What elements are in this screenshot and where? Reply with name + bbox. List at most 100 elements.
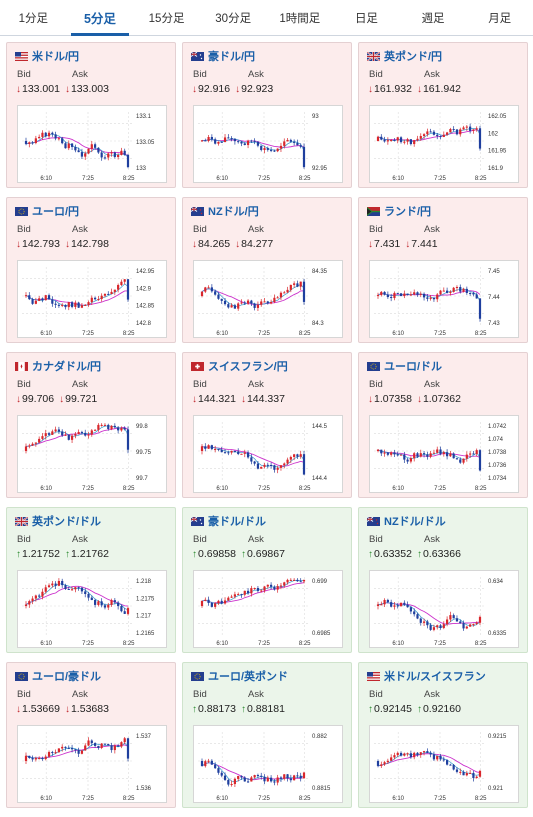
y-tick-label: 99.75 bbox=[136, 450, 152, 456]
tab-timeframe[interactable]: 日足 bbox=[354, 12, 378, 25]
pair-header[interactable]: カナダドル/円 bbox=[15, 359, 101, 373]
pair-header[interactable]: 英ポンド/ドル bbox=[15, 514, 101, 528]
bid-label: Bid bbox=[17, 534, 31, 545]
pair-header[interactable]: ユーロ/英ポンド bbox=[191, 669, 288, 683]
pair-name[interactable]: カナダドル/円 bbox=[32, 361, 102, 373]
candle bbox=[61, 429, 64, 438]
tab-timeframe[interactable]: 15分足 bbox=[148, 12, 185, 25]
candlestick-chart[interactable]: 0.634 0.6335 6:10 7:25 8:25 bbox=[369, 570, 519, 648]
rate-card[interactable]: ユーロ/豪ドル Bid Ask ↓1.53669 ↓1.53683 1.537 1.536 6… bbox=[6, 662, 176, 808]
y-tick-label: 1.218 bbox=[136, 579, 152, 585]
candlestick-chart[interactable]: 162.05 162 161.95 161.9 6:10 7:25 8:25 bbox=[369, 105, 519, 183]
pair-name[interactable]: 米ドル/スイスフラン bbox=[384, 671, 486, 683]
tab-timeframe[interactable]: 30分足 bbox=[215, 12, 252, 25]
candle bbox=[459, 284, 462, 294]
candle bbox=[393, 752, 396, 760]
pair-name[interactable]: NZドル/円 bbox=[208, 206, 259, 218]
candlestick-chart[interactable]: 1.537 1.536 6:10 7:25 8:25 bbox=[17, 725, 167, 803]
rate-card[interactable]: ユーロ/英ポンド Bid Ask ↑0.88173 ↑0.88181 0.882 0.881… bbox=[182, 662, 352, 808]
candle bbox=[123, 426, 126, 431]
pair-name[interactable]: ユーロ/豪ドル bbox=[32, 671, 102, 683]
candlestick-chart[interactable]: 0.882 0.8815 6:10 7:25 8:25 bbox=[193, 725, 343, 803]
ask-label: Ask bbox=[72, 689, 88, 700]
pair-header[interactable]: ランド/円 bbox=[367, 204, 431, 218]
y-tick-label: 7.45 bbox=[488, 269, 500, 275]
candle bbox=[426, 451, 429, 460]
rate-card[interactable]: ユーロ/円 Bid Ask ↓142.793 ↓142.798 142.95 142.9 14… bbox=[6, 197, 176, 343]
arrow-down-icon: ↓ bbox=[368, 84, 373, 95]
pair-header[interactable]: NZドル/ドル bbox=[367, 514, 446, 528]
y-tick-label: 1.0734 bbox=[488, 476, 507, 482]
pair-header[interactable]: ユーロ/円 bbox=[15, 204, 79, 218]
pair-name[interactable]: ユーロ/ドル bbox=[384, 361, 443, 373]
pair-name[interactable]: スイスフラン/円 bbox=[208, 361, 288, 373]
candlestick-chart[interactable]: 1.218 1.2175 1.217 1.2165 6:10 7:25 8:25 bbox=[17, 570, 167, 648]
candle bbox=[31, 442, 34, 447]
rate-card[interactable]: 米ドル/スイスフラン Bid Ask ↑0.92145 ↑0.92160 0.9215 0.… bbox=[358, 662, 528, 808]
rate-card[interactable]: ユーロ/ドル Bid Ask ↓1.07358 ↓1.07362 1.0742 1.074 1… bbox=[358, 352, 528, 498]
nz-flag-icon bbox=[367, 516, 380, 526]
candle bbox=[413, 608, 416, 617]
candle bbox=[220, 141, 223, 143]
y-tick-label: 93 bbox=[312, 114, 319, 120]
pair-name[interactable]: NZドル/ドル bbox=[384, 516, 446, 528]
rate-card[interactable]: ランド/円 Bid Ask ↓7.431 ↓7.441 7.45 7.44 7.43 6:10 7… bbox=[358, 197, 528, 343]
rate-card[interactable]: カナダドル/円 Bid Ask ↓99.706 ↓99.721 99.8 99.75 99.7… bbox=[6, 352, 176, 498]
arrow-down-icon: ↓ bbox=[16, 84, 21, 95]
candle bbox=[269, 147, 273, 153]
rate-card[interactable]: 米ドル/円 Bid Ask ↓133.001 ↓133.003 133.1 133.05 13… bbox=[6, 42, 176, 188]
tab-timeframe[interactable]: 1時間足 bbox=[279, 12, 321, 25]
pair-header[interactable]: ユーロ/豪ドル bbox=[15, 669, 101, 683]
candlestick-chart[interactable]: 142.95 142.9 142.85 142.8 6:10 7:25 8:25 bbox=[17, 260, 167, 338]
candlestick-chart[interactable]: 0.9215 0.921 6:10 7:25 8:25 bbox=[369, 725, 519, 803]
pair-name[interactable]: 豪ドル/ドル bbox=[208, 516, 267, 528]
pair-name[interactable]: 豪ドル/円 bbox=[208, 51, 256, 63]
rate-card[interactable]: 豪ドル/円 Bid Ask ↓92.916 ↓92.923 93 92.95 6:10 7:25… bbox=[182, 42, 352, 188]
candle bbox=[455, 457, 459, 460]
rate-card[interactable]: 英ポンド/ドル Bid Ask ↑1.21752 ↑1.21762 1.218 1.2175… bbox=[6, 507, 176, 653]
tab-timeframe[interactable]: 月足 bbox=[488, 12, 512, 25]
rate-card[interactable]: 豪ドル/ドル Bid Ask ↑0.69858 ↑0.69867 0.699 0.6985 6… bbox=[182, 507, 352, 653]
tab-timeframe[interactable]: 週足 bbox=[421, 12, 445, 25]
candlestick-chart[interactable]: 0.699 0.6985 6:10 7:25 8:25 bbox=[193, 570, 343, 648]
pair-header[interactable]: スイスフラン/円 bbox=[191, 359, 288, 373]
bid-value: 0.92145 bbox=[374, 703, 412, 715]
candlestick-chart[interactable]: 99.8 99.75 99.7 6:10 7:25 8:25 bbox=[17, 415, 167, 493]
candle bbox=[44, 429, 47, 440]
pair-header[interactable]: NZドル/円 bbox=[191, 204, 259, 218]
pair-name[interactable]: ユーロ/円 bbox=[32, 206, 80, 218]
rate-card[interactable]: NZドル/ドル Bid Ask ↑0.63352 ↑0.63366 0.634 0.6335… bbox=[358, 507, 528, 653]
candlestick-chart[interactable]: 133.1 133.05 133 6:10 7:25 8:25 bbox=[17, 105, 167, 183]
rate-card[interactable]: NZドル/円 Bid Ask ↓84.265 ↓84.277 84.35 84.3 6:10 7… bbox=[182, 197, 352, 343]
tab-timeframe[interactable]: 1分足 bbox=[18, 12, 49, 25]
pair-name[interactable]: ランド/円 bbox=[384, 206, 432, 218]
rate-card[interactable]: 英ポンド/円 Bid Ask ↓161.932 ↓161.942 162.05 162 161… bbox=[358, 42, 528, 188]
candle bbox=[449, 611, 452, 622]
candlestick-chart[interactable]: 7.45 7.44 7.43 6:10 7:25 8:25 bbox=[369, 260, 519, 338]
rate-card[interactable]: スイスフラン/円 Bid Ask ↓144.321 ↓144.337 144.5 144.4… bbox=[182, 352, 352, 498]
pair-header[interactable]: 英ポンド/円 bbox=[367, 49, 442, 63]
pair-header[interactable]: ユーロ/ドル bbox=[367, 359, 442, 373]
candle bbox=[445, 131, 449, 136]
candle bbox=[117, 744, 120, 747]
candlestick-chart[interactable]: 84.35 84.3 6:10 7:25 8:25 bbox=[193, 260, 343, 338]
pair-name[interactable]: 英ポンド/ドル bbox=[32, 516, 102, 528]
ask-label: Ask bbox=[248, 534, 264, 545]
pair-header[interactable]: 豪ドル/ドル bbox=[191, 514, 266, 528]
pair-name[interactable]: ユーロ/英ポンド bbox=[208, 671, 289, 683]
candle bbox=[57, 578, 61, 587]
candle bbox=[409, 606, 413, 615]
tab-timeframe[interactable]: 5分足 bbox=[67, 0, 134, 36]
pair-header[interactable]: 豪ドル/円 bbox=[191, 49, 255, 63]
candlestick-chart[interactable]: 1.0742 1.074 1.0738 1.0736 1.0734 6:10 7:25 8:2… bbox=[369, 415, 519, 493]
y-tick-label: 1.217 bbox=[136, 614, 152, 620]
candle bbox=[38, 436, 41, 443]
candle bbox=[376, 448, 380, 453]
pair-header[interactable]: 米ドル/スイスフラン bbox=[367, 669, 486, 683]
pair-name[interactable]: 英ポンド/円 bbox=[384, 51, 443, 63]
candlestick-chart[interactable]: 93 92.95 6:10 7:25 8:25 bbox=[193, 105, 343, 183]
pair-name[interactable]: 米ドル/円 bbox=[32, 51, 80, 63]
candlestick-chart[interactable]: 144.5 144.4 6:10 7:25 8:25 bbox=[193, 415, 343, 493]
candle bbox=[120, 279, 123, 286]
pair-header[interactable]: 米ドル/円 bbox=[15, 49, 79, 63]
